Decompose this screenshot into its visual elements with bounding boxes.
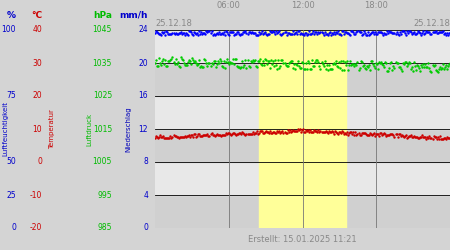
Text: 75: 75 — [6, 92, 16, 100]
Text: Niederschlag: Niederschlag — [125, 106, 131, 152]
Text: °C: °C — [31, 10, 42, 20]
Text: 985: 985 — [98, 224, 112, 232]
Bar — [155, 63, 450, 96]
Text: %: % — [7, 10, 16, 20]
Text: 30: 30 — [32, 58, 42, 68]
Text: -20: -20 — [30, 224, 42, 232]
Text: 20: 20 — [139, 58, 148, 68]
Text: Temperatur: Temperatur — [49, 109, 55, 149]
Text: 25.12.18: 25.12.18 — [413, 20, 450, 28]
Text: 0: 0 — [11, 224, 16, 232]
Text: Luftfeuchtigkeit: Luftfeuchtigkeit — [2, 102, 8, 156]
Text: 12: 12 — [139, 124, 148, 134]
Text: 16: 16 — [139, 92, 148, 100]
Text: 1035: 1035 — [93, 58, 112, 68]
Text: 18:00: 18:00 — [364, 2, 388, 11]
Text: 10: 10 — [32, 124, 42, 134]
Text: 995: 995 — [97, 190, 112, 200]
Bar — [155, 195, 450, 228]
Bar — [155, 162, 450, 195]
Text: 12:00: 12:00 — [291, 2, 315, 11]
Text: Erstellt: 15.01.2025 11:21: Erstellt: 15.01.2025 11:21 — [248, 234, 357, 244]
Bar — [260, 30, 346, 228]
Text: 25: 25 — [6, 190, 16, 200]
Text: -10: -10 — [30, 190, 42, 200]
Text: 24: 24 — [139, 26, 148, 35]
Text: hPa: hPa — [93, 10, 112, 20]
Text: 1015: 1015 — [93, 124, 112, 134]
Text: 0: 0 — [143, 224, 148, 232]
Bar — [155, 30, 450, 63]
Text: 8: 8 — [143, 158, 148, 166]
Text: 4: 4 — [143, 190, 148, 200]
Text: 1025: 1025 — [93, 92, 112, 100]
Text: 20: 20 — [32, 92, 42, 100]
Text: mm/h: mm/h — [120, 10, 148, 20]
Text: 0: 0 — [37, 158, 42, 166]
Text: 25.12.18: 25.12.18 — [155, 20, 192, 28]
Text: 100: 100 — [1, 26, 16, 35]
Bar — [155, 96, 450, 129]
Bar — [155, 129, 450, 162]
Text: 1005: 1005 — [93, 158, 112, 166]
Text: 1045: 1045 — [93, 26, 112, 35]
Text: 50: 50 — [6, 158, 16, 166]
Text: 06:00: 06:00 — [217, 2, 241, 11]
Text: 40: 40 — [32, 26, 42, 35]
Text: Luftdruck: Luftdruck — [86, 112, 92, 146]
